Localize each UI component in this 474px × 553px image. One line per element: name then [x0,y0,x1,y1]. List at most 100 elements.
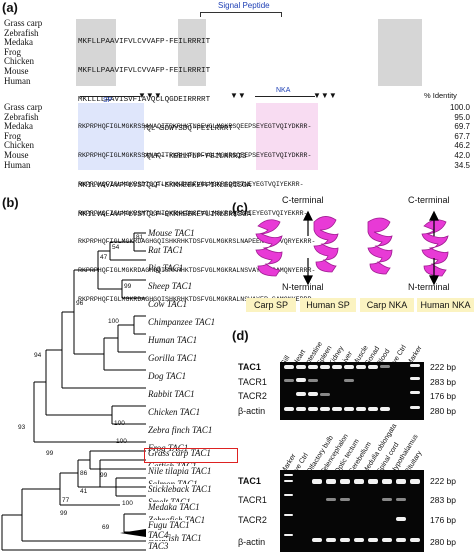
gel-band [368,407,378,411]
gel-band [380,407,390,411]
gel-brain-regions [280,470,424,552]
gel-band [284,379,294,382]
gel-band [326,538,336,542]
band-size: 283 bp [430,377,456,387]
cleavage-marker: ▼▼▼ [313,91,337,100]
marker-band [410,406,420,409]
tree-branch [59,472,120,506]
gel-band [332,407,342,411]
band-size: 280 bp [430,406,456,416]
signal-peptide-label: Signal Peptide [218,1,270,10]
gel-band [382,479,392,484]
gel-band [344,407,354,411]
tree-leaf: Nile tilapia TAC1 [148,466,212,476]
bootstrap-value: 100 [108,318,119,325]
species-name: Human [4,159,31,170]
marker-band [284,474,293,476]
gel-band [332,365,342,369]
nka-motif-label: NKA [276,87,291,94]
identity-value: 69.7 [454,122,470,132]
gel-band [296,407,306,411]
gel-band [396,538,406,542]
gel-band [312,479,322,484]
sequence-row: RKPRPHQFIGLMGKRSMTDGNIQKRHKINSFVGLMGKRSQ… [78,209,308,217]
down-arrowhead-left [303,275,313,286]
gel-band [396,498,406,501]
nka-shade [256,103,318,170]
sequence-row: MKLLLLAAVISVFIAVQCLQGDEIRRRRT [78,95,211,104]
label-box-carp-nka: Carp NKA [360,298,414,312]
tree-leaf: Fugu TAC1 [148,520,190,530]
up-arrowhead-right [429,210,439,221]
gel-band [284,365,294,369]
bootstrap-value: 69 [102,524,110,531]
tree-branch [77,459,146,488]
gel-band [368,538,378,542]
sequence-row: MKFLLPAAVIFVLCVVAFP-FEILRRRIT [78,66,211,75]
sequence-row: RKPRPHQFIGLMGKRDAGHGQISHKRHKTDSFVGLMGKRA… [78,267,316,275]
band-size: 222 bp [430,476,456,486]
sequence-row: RKPRPHQFIGLMGKRDAGHGQISHKRHKTDSFVGLMGKRA… [78,295,316,303]
n-terminal-label-right: N-terminal [408,282,450,292]
gene-label: β-actin [238,406,266,416]
bootstrap-value: 94 [34,352,42,359]
bootstrap-value: 99 [60,510,68,517]
gel-band [308,392,318,396]
marker-band [284,514,293,516]
gel-band [380,365,390,368]
gel-band [296,378,306,382]
species-name: Zebrafish [4,27,39,38]
bootstrap-value: 54 [112,244,120,251]
gel-band [296,392,306,396]
gene-label: β-actin [238,537,266,547]
tree-leaf: Medaka TAC1 [148,502,200,512]
panel-label-b: (b) [2,195,19,210]
label-box-human-nka: Human NKA [417,298,474,312]
bootstrap-value: 100 [116,438,127,445]
species-name: Frog [4,130,22,141]
c-terminal-label-left: C-terminal [282,195,324,205]
identity-value: 46.2 [454,141,470,151]
bottom-sequences: RKPRPHQFIGLMGKRSSANAQITRKRHKTNSFVGLMGKRS… [78,103,315,314]
species-name: Chicken [4,56,34,67]
band-size: 280 bp [430,537,456,547]
sequence-row: MKILVAFAVFFLVSTQL-SDWYSDQ-FEILRRRT [78,124,233,133]
tree-leaf: Rabbit TAC1 [148,389,195,399]
tree-leaf: Gorilla TAC1 [148,353,198,363]
sequence-row: RKPRPHQFIGLMGKRSDIGQTLKRHKINSFVGLMGKRSQE… [78,180,304,188]
tree-branch [89,450,146,470]
sp-motif-label: SP [103,97,113,104]
gel-band [382,498,392,501]
bootstrap-value: 47 [100,254,108,261]
gel-band [284,407,294,411]
gel-band [410,479,420,484]
identity-values: 100.0 95.0 69.7 67.7 46.2 42.0 34.5 [430,103,470,170]
alignment-shade [76,19,116,86]
gene-label: TACR2 [238,391,267,401]
gel-band [320,407,330,411]
band-size: 283 bp [430,495,456,505]
bootstrap-value: 100 [122,500,133,507]
sp-motif-arrow [80,96,140,97]
tree-branch [133,315,146,335]
bootstrap-value: 99 [124,283,132,290]
bootstrap-value: 77 [62,497,70,504]
identity-value: 100.0 [449,103,470,112]
tree-leaf: Zebra finch TAC1 [148,425,213,435]
band-size: 222 bp [430,362,456,372]
species-name: Frog [4,46,22,57]
carp-nka-helix [367,217,393,275]
identity-value: 95.0 [454,112,470,122]
tree-leaf: Chicken TAC1 [148,407,201,417]
band-size: 176 bp [430,515,456,525]
species-name: Grass carp [4,102,43,112]
bootstrap-value: 100 [114,420,125,427]
species-list-top: Grass carp Zebrafish Medaka Frog Chicken… [4,18,42,86]
band-size: 176 bp [430,391,456,401]
tree-leaf-tac3: TAC3 [148,541,169,551]
sequence-row: MKFLLPAAVIFVLCVVAFP-FEILRRRIT [78,38,211,47]
identity-header: % Identity [424,91,457,100]
tree-leaf: Sheep TAC1 [148,281,193,291]
tree-branch [103,337,146,371]
panel-label-d: (d) [232,328,249,343]
